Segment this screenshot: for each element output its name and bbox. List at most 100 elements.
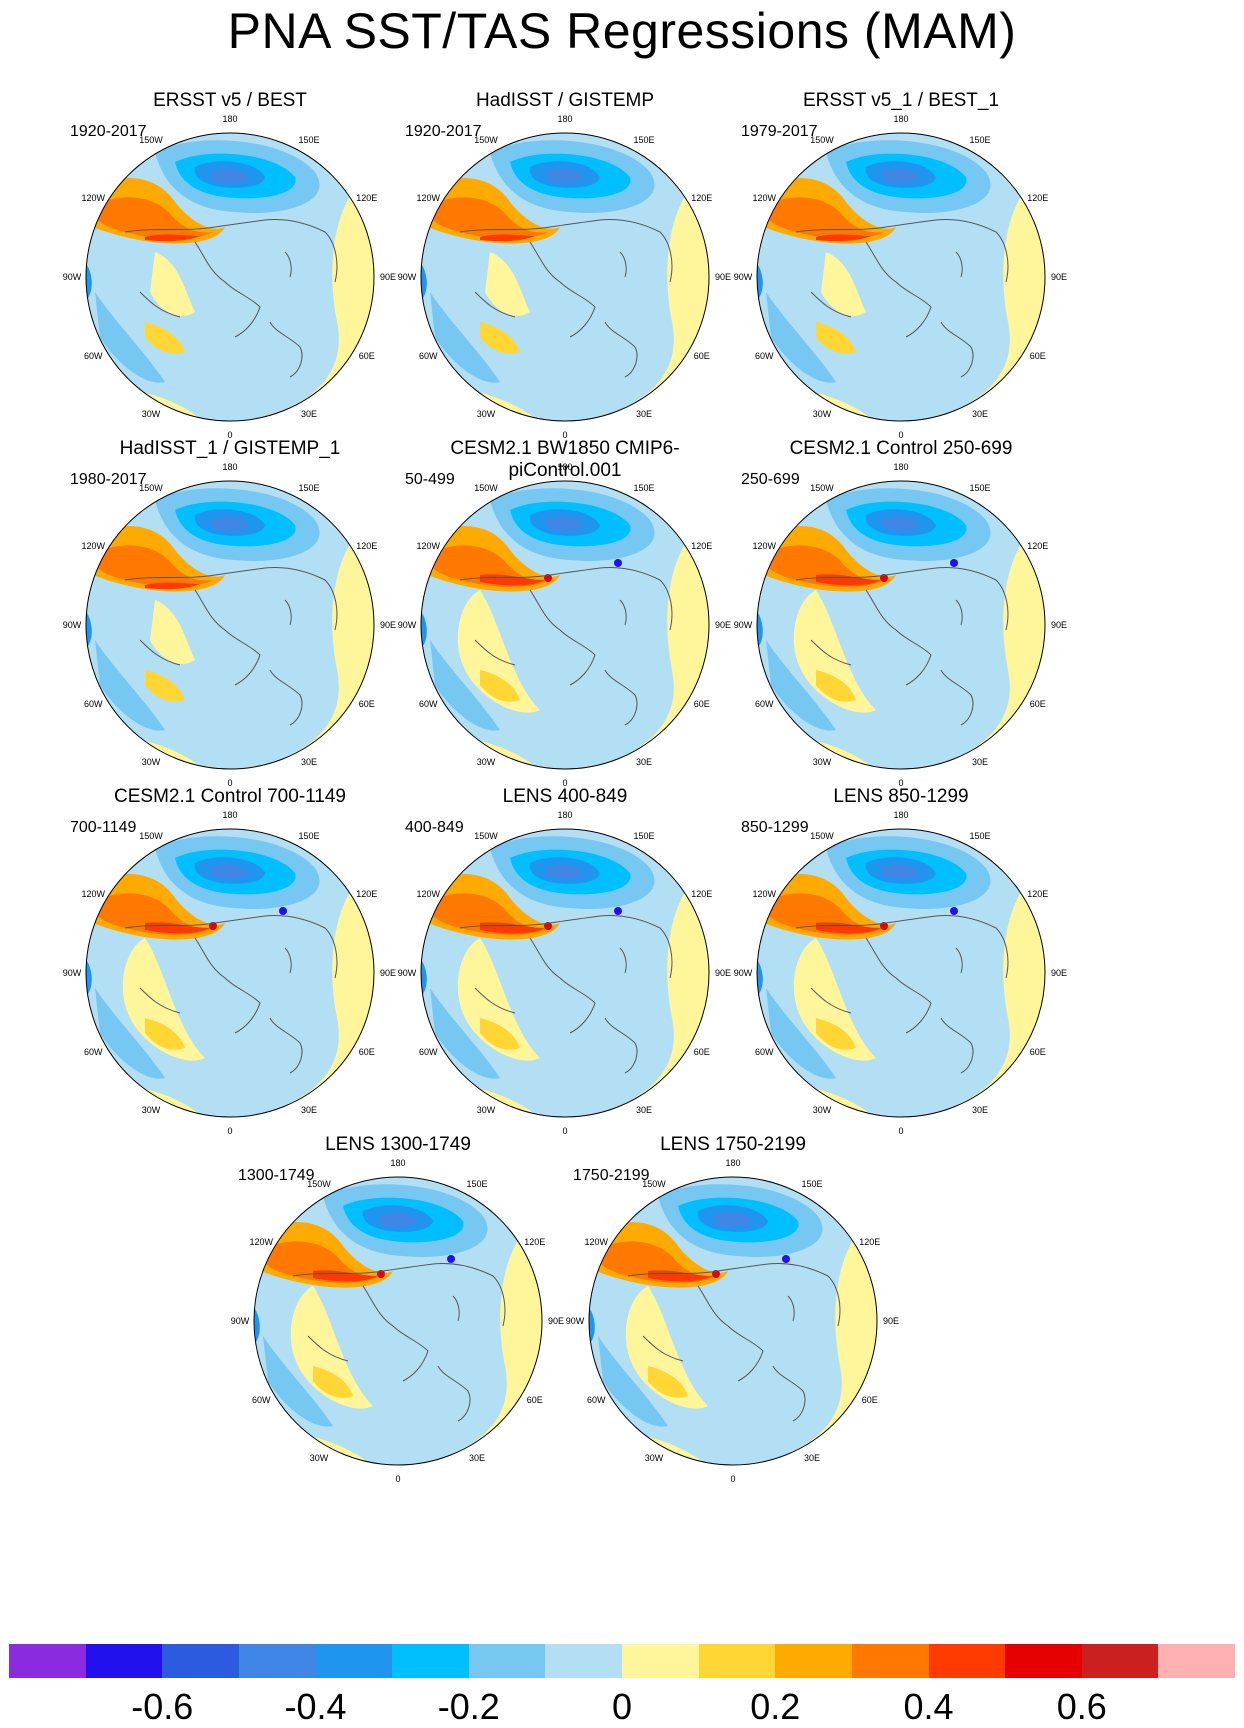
longitude-label: 90E [715, 272, 731, 282]
longitude-label: 180 [222, 810, 237, 820]
longitude-label: 60W [755, 1047, 774, 1057]
longitude-label: 150W [474, 135, 498, 145]
polar-map: 180 150E 120E 90E 60E 30E 0 30W 60W 90W 120W 150W [398, 114, 731, 440]
map-panel: LENS 1300-1749 1300-1749 180 150E 120E 90E 60E… [228, 1134, 568, 1494]
longitude-label: 120W [416, 541, 440, 551]
panel-title: CESM2.1 BW1850 CMIP6-piControl.001 [450, 438, 680, 481]
longitude-label: 120E [356, 541, 377, 551]
warm-anomaly-mid [425, 197, 548, 239]
longitude-label: 60W [84, 699, 103, 709]
coastline-siberia [955, 947, 963, 974]
map-panel: LENS 1750-2199 1750-2199 180 150E 120E 90E 60E… [563, 1134, 903, 1494]
longitude-label: 60W [419, 351, 438, 361]
kamchatka-negative-spot [447, 1255, 455, 1263]
colorbar-segment [238, 1644, 316, 1678]
coastline-siberia [452, 1295, 460, 1322]
longitude-label: 120W [81, 889, 105, 899]
positive-band-east [580, 172, 709, 421]
longitude-label: 90E [548, 1316, 564, 1326]
longitude-label: 90W [398, 968, 417, 978]
atlantic-positive [145, 1018, 185, 1050]
longitude-label: 30W [310, 1453, 329, 1463]
longitude-label: 120E [691, 193, 712, 203]
pacific-negative-center [545, 864, 584, 879]
longitude-label: 60E [694, 1047, 710, 1057]
positive-band-east [580, 868, 709, 1117]
warm-anomaly-core [145, 234, 200, 242]
coastline-arctic [362, 1285, 429, 1382]
longitude-label: 180 [557, 810, 572, 820]
longitude-label: 0 [562, 778, 567, 788]
longitude-label: 180 [893, 114, 908, 124]
atlantic-negative [766, 292, 836, 383]
positive-band-east [245, 520, 374, 769]
longitude-label: 30W [813, 1105, 832, 1115]
longitude-label: 0 [395, 1474, 400, 1484]
colorbar-tick-label: -0.4 [284, 1686, 347, 1727]
longitude-label: 60W [755, 699, 774, 709]
longitude-label: 120E [691, 889, 712, 899]
positive-band-east [748, 1216, 877, 1465]
longitude-label: 0 [898, 1126, 903, 1136]
panel-title: ERSST v5 / BEST [153, 90, 307, 111]
coastline-siberia [787, 1295, 795, 1322]
atlantic-negative [430, 640, 500, 731]
longitude-label: 60E [1030, 1047, 1046, 1057]
colorbar-segment [85, 1644, 163, 1678]
longitude-label: 180 [390, 1158, 405, 1168]
longitude-label: 90E [380, 968, 396, 978]
warm-anomaly-core [480, 234, 535, 242]
longitude-label: 90W [63, 272, 82, 282]
continent-positive [122, 938, 205, 1061]
coastline-europe [437, 1365, 471, 1422]
longitude-label: 90E [715, 620, 731, 630]
map-panel: CESM2.1 BW1850 CMIP6-piControl.001 50-499… [395, 438, 735, 798]
longitude-label: 150E [633, 135, 654, 145]
longitude-label: 90E [380, 272, 396, 282]
colorbar-tick-label: 0.6 [1056, 1686, 1107, 1727]
longitude-label: 30E [972, 1105, 988, 1115]
longitude-label: 120E [524, 1237, 545, 1247]
polar-map: 180 150E 120E 90E 60E 30E 0 30W 60W 90W 120W 150W [566, 1158, 899, 1484]
longitude-label: 90E [1051, 620, 1067, 630]
continent-positive [290, 1286, 373, 1409]
longitude-label: 150E [298, 483, 319, 493]
map-boundary [756, 132, 1046, 422]
longitude-label: 150W [139, 831, 163, 841]
colorbar-segment [1081, 1644, 1159, 1678]
coastline-atlantic [307, 1335, 349, 1362]
longitude-label: 90W [63, 968, 82, 978]
continent-positive [625, 1286, 708, 1409]
pacific-negative-center [210, 864, 249, 879]
longitude-label: 30E [301, 757, 317, 767]
atlantic-positive [480, 1018, 520, 1050]
pacific-negative-center [881, 864, 920, 879]
map-boundary [253, 1176, 543, 1466]
colorbar-tick-label: -0.2 [437, 1686, 500, 1727]
map-panel: HadISST_1 / GISTEMP_1 1980-2017 180 150E 120… [60, 438, 400, 798]
longitude-label: 90W [734, 272, 753, 282]
longitude-label: 120W [752, 541, 776, 551]
map-panel: ERSST v5 / BEST 1920-2017 180 150E 120E 90E 60… [60, 90, 400, 450]
longitude-label: 90E [883, 1316, 899, 1326]
longitude-label: 60W [252, 1395, 271, 1405]
continent-positive [485, 252, 530, 316]
polar-map: 180 150E 120E 90E 60E 30E 0 30W 60W 90W 120W 150W [63, 810, 396, 1136]
coastline-north [459, 567, 673, 631]
longitude-label: 150E [969, 483, 990, 493]
warm-anomaly-mid [90, 197, 213, 239]
atlantic-positive [480, 322, 520, 354]
map-panel: LENS 400-849 400-849 180 150E 120E 90E 60E 30E 0… [395, 786, 735, 1146]
longitude-label: 120W [416, 889, 440, 899]
atlantic-negative [430, 292, 500, 383]
longitude-label: 0 [227, 430, 232, 440]
panel-title: HadISST / GISTEMP [475, 90, 655, 111]
positive-band-east [916, 520, 1045, 769]
longitude-label: 0 [227, 778, 232, 788]
map-panel: CESM2.1 Control 250-699 250-699 180 150E 120… [731, 438, 1071, 798]
colorbar-segment [392, 1644, 469, 1678]
kamchatka-negative-spot [614, 907, 622, 915]
longitude-label: 180 [893, 462, 908, 472]
atlantic-positive [648, 1366, 688, 1398]
kamchatka-negative-spot [950, 559, 958, 567]
